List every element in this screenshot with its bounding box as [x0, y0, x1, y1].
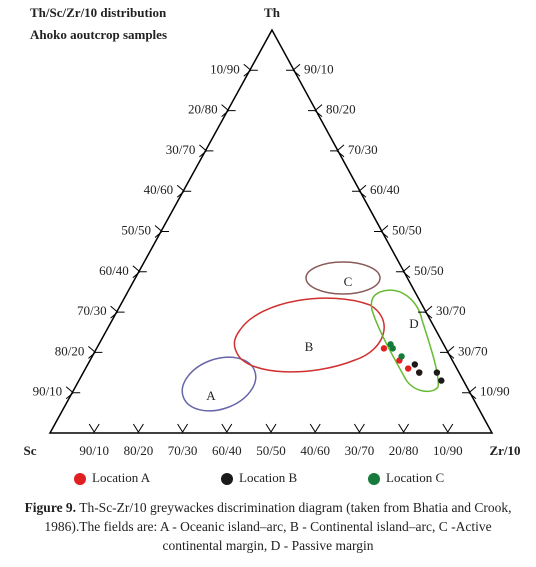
legend-label: Location B — [239, 470, 297, 485]
legend-swatch — [221, 473, 233, 485]
field-outline — [181, 356, 257, 412]
tick-mark — [440, 346, 455, 359]
tick-mark — [65, 386, 81, 400]
data-point — [404, 365, 412, 372]
tick-label: 70/30 — [77, 303, 107, 318]
field-label: B — [305, 339, 314, 354]
tick-mark — [374, 225, 389, 238]
data-point — [438, 377, 445, 384]
caption-text: Th-Sc-Zr/10 greywackes discrimination di… — [44, 500, 512, 553]
tick-mark — [462, 386, 477, 400]
tick-mark — [442, 423, 454, 433]
legend-swatch — [74, 473, 86, 485]
chart-subtitle: Ahoko aoutcrop samples — [30, 27, 167, 42]
field-label: D — [409, 316, 418, 331]
tick-label: 30/70 — [436, 303, 466, 318]
legend-label: Location A — [92, 470, 151, 485]
tick-mark — [309, 423, 321, 433]
tick-label: 80/20 — [124, 443, 154, 458]
tick-label: 60/40 — [370, 182, 400, 197]
vertex-label: Sc — [24, 443, 37, 458]
tick-mark — [265, 423, 277, 433]
tick-mark — [398, 423, 410, 433]
tick-label: 70/30 — [348, 142, 378, 157]
tick-label: 20/80 — [389, 443, 419, 458]
tick-label: 10/90 — [480, 384, 510, 399]
tick-mark — [221, 104, 236, 117]
tick-mark — [132, 265, 147, 279]
tick-mark — [308, 104, 323, 117]
tick-mark — [176, 184, 192, 198]
data-point — [416, 369, 423, 376]
tick-label: 40/60 — [144, 182, 174, 197]
tick-mark — [177, 423, 189, 433]
tick-mark — [154, 225, 169, 238]
tick-mark — [221, 423, 233, 433]
tick-label: 90/10 — [33, 384, 63, 399]
data-point — [389, 345, 396, 352]
tick-label: 50/50 — [121, 222, 151, 237]
tick-label: 10/90 — [210, 61, 240, 76]
tick-mark — [199, 144, 214, 158]
chart: Th/Sc/Zr/10 distribution Ahoko aoutcrop … — [24, 5, 521, 485]
field-label: A — [206, 388, 216, 403]
tick-mark — [243, 63, 258, 77]
caption: Figure 9. Th-Sc-Zr/10 greywackes discrim… — [14, 498, 522, 555]
data-point — [411, 361, 419, 368]
tick-label: 10/90 — [433, 443, 463, 458]
tick-label: 90/10 — [79, 443, 109, 458]
field-outline — [233, 297, 385, 373]
tick-label: 20/80 — [188, 102, 218, 117]
tick-mark — [88, 423, 100, 433]
legend-label: Location C — [386, 470, 444, 485]
tick-label: 50/50 — [392, 222, 422, 237]
tick-mark — [110, 305, 125, 319]
tick-mark — [353, 423, 365, 433]
tick-label: 60/40 — [99, 263, 129, 278]
tick-mark — [132, 423, 144, 433]
field-outline — [370, 289, 439, 393]
tick-mark — [352, 184, 367, 198]
tick-label: 50/50 — [256, 443, 286, 458]
triangle — [48, 28, 494, 434]
data-point — [380, 345, 388, 352]
tick-label: 60/40 — [212, 443, 242, 458]
tick-label: 70/30 — [168, 443, 198, 458]
tick-label: 40/60 — [300, 443, 330, 458]
chart-title: Th/Sc/Zr/10 distribution — [30, 5, 167, 20]
data-point — [398, 353, 405, 360]
vertex-label: Th — [264, 5, 281, 20]
tick-label: 50/50 — [414, 263, 444, 278]
data-point — [433, 369, 441, 376]
field-outline — [305, 261, 381, 295]
tick-mark — [396, 265, 411, 279]
legend-swatch — [368, 473, 380, 485]
tick-label: 80/20 — [55, 343, 85, 358]
tick-mark — [418, 305, 433, 319]
tick-mark — [330, 144, 345, 158]
field-label: C — [344, 274, 353, 289]
tick-label: 80/20 — [326, 102, 356, 117]
vertex-label: Zr/10 — [489, 443, 520, 458]
caption-label: Figure 9. — [24, 500, 77, 515]
tick-mark — [286, 63, 301, 77]
tick-label: 30/70 — [458, 343, 488, 358]
tick-label: 30/70 — [166, 142, 196, 157]
tick-label: 90/10 — [304, 61, 334, 76]
tick-label: 30/70 — [345, 443, 375, 458]
tick-mark — [88, 346, 103, 359]
